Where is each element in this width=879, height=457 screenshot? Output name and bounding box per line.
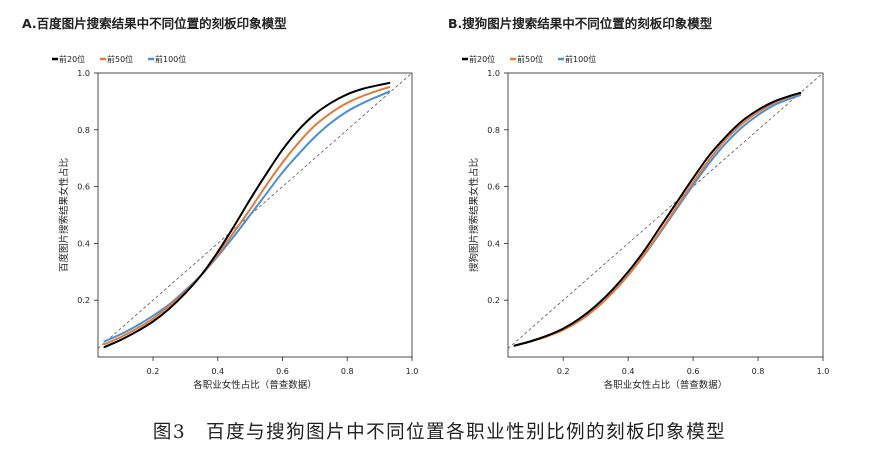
panel-a-y-axis-title: 百度图片搜索结果女性占比	[58, 158, 70, 272]
panel-b-reference-group	[507, 72, 824, 349]
panel-b-legend: 前20位 前50位 前100位	[462, 54, 596, 64]
panel-a-x-tick-label: 0.2	[147, 367, 160, 376]
panel-b-y-tick-label: 0.2	[487, 296, 500, 305]
panel-b-x-tick-label: 0.2	[557, 367, 570, 376]
panel-a-x-tick-label: 1.0	[406, 367, 419, 376]
panel-a-series-line-1	[103, 86, 391, 346]
panel-a-legend-label-0: 前20位	[59, 54, 85, 64]
panel-a-plot-frame	[97, 72, 413, 358]
panel-b-reference-line	[507, 72, 824, 349]
panel-b-title: B.搜狗图片搜索结果中不同位置的刻板印象模型	[448, 16, 713, 31]
panel-b-y-tick-label: 0.6	[487, 183, 500, 192]
panel-b-x-tick-label: 0.8	[752, 367, 765, 376]
panel-b-x-tick-label: 0.6	[687, 367, 700, 376]
panel-a-legend-label-1: 前50位	[107, 54, 133, 64]
panel-a-x-tick-label: 0.4	[211, 367, 224, 376]
panel-a-y-tick-label: 0.8	[77, 126, 90, 135]
panel-b-x-ticks: 0.2 0.4 0.6 0.8 1.0	[557, 357, 830, 376]
panel-b-plot-frame	[507, 72, 824, 358]
figure-canvas: A.百度图片搜索结果中不同位置的刻板印象模型 前20位 前50位 前100位 0.2…	[22, 16, 829, 391]
panel-b-legend-label-1: 前50位	[517, 54, 543, 64]
panel-b-series-line-0	[513, 91, 802, 347]
panel-a-reference-line	[97, 72, 413, 349]
panel-b-y-tick-label: 1.0	[487, 69, 500, 78]
panel-a-x-tick-label: 0.8	[341, 367, 354, 376]
panel-a-series-line-2	[103, 90, 391, 343]
panel-b-series-group	[513, 91, 802, 347]
panel-a-x-axis-title: 各职业女性占比（普查数据）	[193, 379, 317, 391]
panel-a-x-ticks: 0.2 0.4 0.6 0.8 1.0	[147, 357, 419, 376]
panel-b-x-tick-label: 1.0	[817, 367, 830, 376]
panel-a-x-tick-label: 0.6	[276, 367, 289, 376]
panel-a-series-group	[103, 81, 391, 349]
panel-b-legend-label-2: 前100位	[565, 54, 596, 64]
panel-b-series-line-2	[513, 94, 802, 347]
panel-b-series-line-1	[513, 92, 802, 347]
panel-b-y-tick-label: 0.4	[487, 239, 500, 248]
figure-caption: 图3 百度与搜狗图片中不同位置各职业性别比例的刻板印象模型	[152, 422, 727, 443]
panel-a-y-tick-label: 0.4	[77, 239, 90, 248]
panel-a-reference-group	[97, 72, 413, 349]
panel-b-x-axis-title: 各职业女性占比（普查数据）	[604, 379, 728, 391]
panel-b-legend-label-0: 前20位	[469, 54, 495, 64]
panel-b-x-tick-label: 0.4	[622, 367, 635, 376]
panel-b: B.搜狗图片搜索结果中不同位置的刻板印象模型 前20位 前50位 前100位 0.2…	[448, 16, 829, 391]
panel-a-legend: 前20位 前50位 前100位	[52, 54, 186, 64]
panel-a-y-tick-label: 0.6	[77, 183, 90, 192]
panel-a-y-tick-label: 0.2	[77, 296, 90, 305]
panel-a-series-line-0	[103, 81, 391, 349]
panel-b-y-ticks: 0.2 0.4 0.6 0.8 1.0	[487, 69, 508, 305]
panel-a-title: A.百度图片搜索结果中不同位置的刻板印象模型	[22, 16, 287, 31]
panel-a: A.百度图片搜索结果中不同位置的刻板印象模型 前20位 前50位 前100位 0.2…	[22, 16, 418, 391]
panel-b-y-tick-label: 0.8	[487, 126, 500, 135]
panel-a-y-ticks: 0.2 0.4 0.6 0.8 1.0	[77, 69, 98, 305]
panel-a-legend-label-2: 前100位	[155, 54, 186, 64]
panel-b-y-axis-title: 搜狗图片搜索结果女性占比	[468, 158, 480, 272]
panel-a-y-tick-label: 1.0	[77, 69, 90, 78]
